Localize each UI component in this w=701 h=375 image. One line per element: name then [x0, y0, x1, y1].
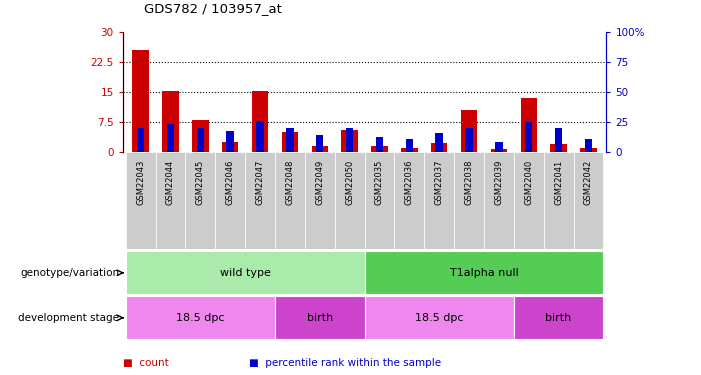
FancyBboxPatch shape	[275, 152, 305, 249]
FancyBboxPatch shape	[365, 296, 514, 339]
Text: GSM22036: GSM22036	[404, 160, 414, 205]
Text: GSM22047: GSM22047	[256, 160, 264, 205]
Text: birth: birth	[545, 313, 572, 323]
FancyBboxPatch shape	[454, 152, 484, 249]
FancyBboxPatch shape	[156, 152, 185, 249]
Bar	[226, 132, 234, 152]
Text: 18.5 dpc: 18.5 dpc	[176, 313, 224, 323]
Text: 18.5 dpc: 18.5 dpc	[415, 313, 463, 323]
Text: development stage: development stage	[18, 313, 119, 323]
Text: GSM22049: GSM22049	[315, 160, 325, 205]
Bar	[555, 128, 562, 152]
Bar	[222, 142, 238, 152]
Text: GSM22040: GSM22040	[524, 160, 533, 205]
FancyBboxPatch shape	[395, 152, 424, 249]
Bar	[376, 138, 383, 152]
Text: birth: birth	[306, 313, 333, 323]
Text: GSM22043: GSM22043	[136, 160, 145, 205]
Text: GSM22045: GSM22045	[196, 160, 205, 205]
Bar	[495, 142, 503, 152]
FancyBboxPatch shape	[514, 296, 604, 339]
FancyBboxPatch shape	[484, 152, 514, 249]
Bar	[372, 146, 388, 152]
Text: wild type: wild type	[219, 268, 271, 278]
Bar	[491, 148, 507, 152]
Text: GSM22042: GSM22042	[584, 160, 593, 205]
Bar	[521, 98, 537, 152]
Bar	[316, 135, 323, 152]
Bar	[196, 128, 204, 152]
Bar	[167, 124, 174, 152]
Text: GSM22041: GSM22041	[554, 160, 563, 205]
Text: ■  percentile rank within the sample: ■ percentile rank within the sample	[249, 358, 441, 368]
Bar	[435, 133, 443, 152]
Bar	[401, 148, 418, 152]
Text: GDS782 / 103957_at: GDS782 / 103957_at	[144, 2, 282, 15]
FancyBboxPatch shape	[544, 152, 573, 249]
FancyBboxPatch shape	[125, 152, 156, 249]
Bar	[580, 148, 597, 152]
Text: ■  count: ■ count	[123, 358, 168, 368]
Bar	[311, 146, 328, 152]
Text: GSM22038: GSM22038	[465, 160, 473, 205]
Bar	[525, 122, 533, 152]
Bar	[431, 143, 447, 152]
Text: GSM22046: GSM22046	[226, 160, 235, 205]
Bar	[346, 128, 353, 152]
Text: GSM22050: GSM22050	[345, 160, 354, 205]
Bar	[252, 91, 268, 152]
Text: GSM22035: GSM22035	[375, 160, 384, 205]
FancyBboxPatch shape	[125, 296, 275, 339]
Bar	[461, 110, 477, 152]
Text: GSM22037: GSM22037	[435, 160, 444, 205]
Bar	[341, 130, 358, 152]
FancyBboxPatch shape	[185, 152, 215, 249]
Bar	[132, 50, 149, 152]
FancyBboxPatch shape	[275, 296, 365, 339]
Text: GSM22039: GSM22039	[494, 160, 503, 205]
Bar	[282, 132, 298, 152]
Text: genotype/variation: genotype/variation	[20, 268, 119, 278]
FancyBboxPatch shape	[365, 152, 395, 249]
FancyBboxPatch shape	[514, 152, 544, 249]
Bar	[585, 139, 592, 152]
Bar	[162, 91, 179, 152]
FancyBboxPatch shape	[424, 152, 454, 249]
Text: GSM22048: GSM22048	[285, 160, 294, 205]
Bar	[465, 128, 472, 152]
FancyBboxPatch shape	[573, 152, 604, 249]
Bar	[137, 128, 144, 152]
Bar	[286, 128, 294, 152]
Bar	[257, 121, 264, 152]
FancyBboxPatch shape	[365, 251, 604, 294]
Bar	[550, 144, 567, 152]
FancyBboxPatch shape	[305, 152, 334, 249]
FancyBboxPatch shape	[245, 152, 275, 249]
Bar	[192, 120, 208, 152]
FancyBboxPatch shape	[125, 251, 365, 294]
Text: GSM22044: GSM22044	[166, 160, 175, 205]
FancyBboxPatch shape	[334, 152, 365, 249]
FancyBboxPatch shape	[215, 152, 245, 249]
Bar	[406, 139, 413, 152]
Text: T1alpha null: T1alpha null	[449, 268, 518, 278]
